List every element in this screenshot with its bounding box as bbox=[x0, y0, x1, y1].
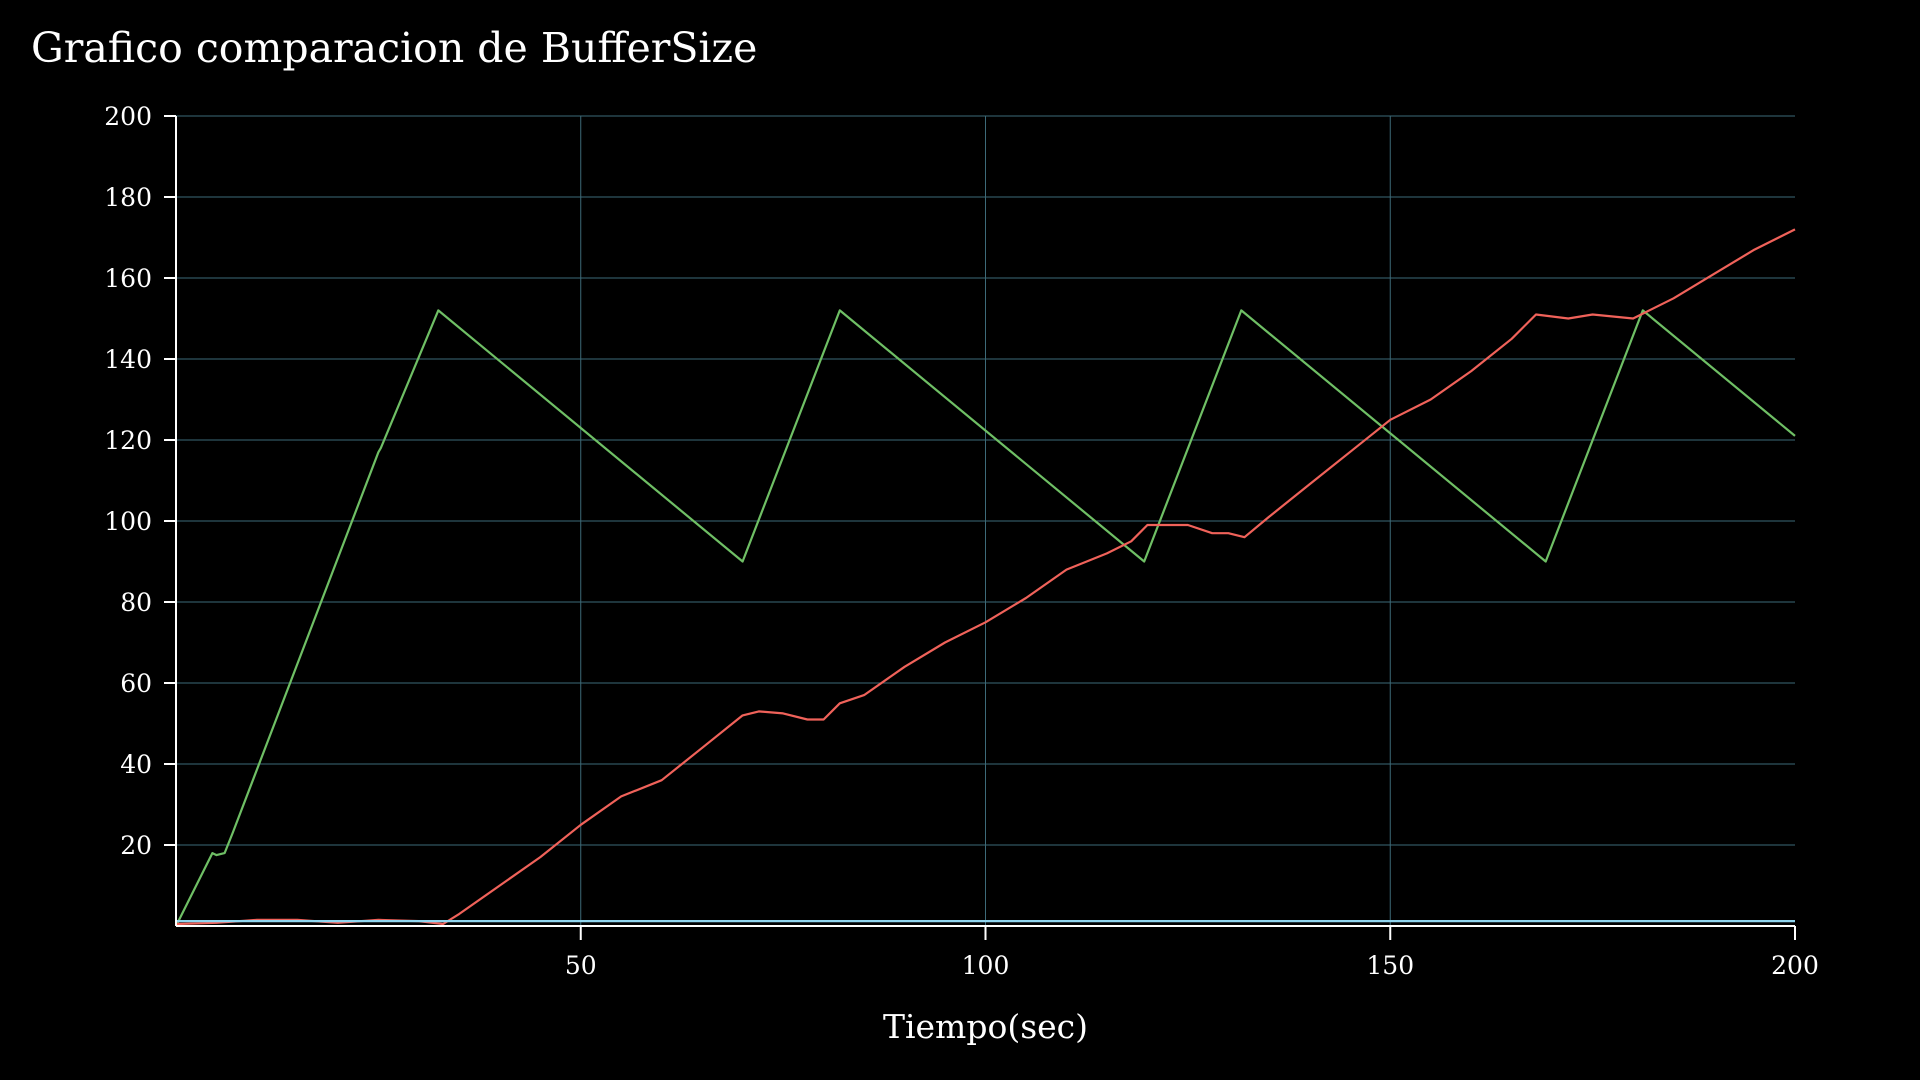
x-tick-label: 150 bbox=[1366, 951, 1414, 980]
y-tick-label: 120 bbox=[104, 426, 152, 455]
y-tick-label: 100 bbox=[104, 507, 152, 536]
y-tick-label: 20 bbox=[120, 831, 152, 860]
y-tick-label: 140 bbox=[104, 345, 152, 374]
series-line-1 bbox=[175, 309, 1796, 927]
x-tick-label: 50 bbox=[565, 951, 597, 980]
grid-lines bbox=[176, 115, 1795, 926]
x-axis-label: Tiempo(sec) bbox=[883, 1007, 1088, 1046]
y-tick-label: 160 bbox=[104, 264, 152, 293]
y-tick-label: 200 bbox=[104, 102, 152, 131]
y-tick-label: 60 bbox=[120, 669, 152, 698]
x-tick-label: 200 bbox=[1771, 951, 1819, 980]
y-tick-label: 180 bbox=[104, 183, 152, 212]
series-line-2 bbox=[175, 228, 1796, 926]
series-lines bbox=[175, 228, 1796, 927]
axis-ticks: 20 40 60 80 100 120 140 160 180 200 50 100 150 200 bbox=[104, 102, 1819, 980]
x-tick-label: 100 bbox=[962, 951, 1010, 980]
y-tick-label: 40 bbox=[120, 750, 152, 779]
chart-title: Grafico comparacion de BufferSize bbox=[31, 24, 758, 72]
y-tick-label: 80 bbox=[120, 588, 152, 617]
